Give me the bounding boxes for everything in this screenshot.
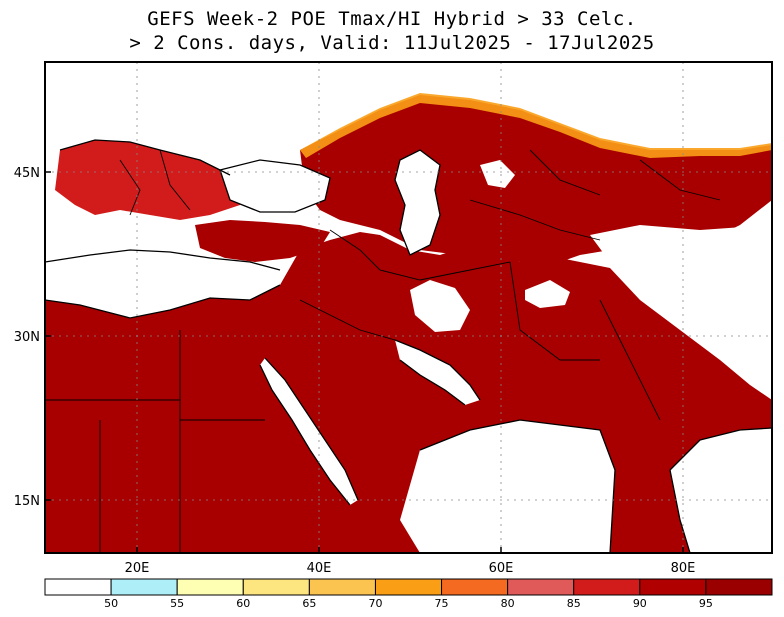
colorbar-label: 65 xyxy=(302,597,316,610)
y-tick-label: 30N xyxy=(14,330,40,345)
colorbar-swatch xyxy=(110,578,178,596)
persian-gulf xyxy=(395,340,480,405)
mediterranean-sea xyxy=(45,250,280,316)
colorbar-swatch xyxy=(242,578,310,596)
colorbar-swatch xyxy=(507,578,575,596)
probability-field-anatolia xyxy=(195,220,330,262)
x-tick-label: 20E xyxy=(125,561,150,576)
colorbar-swatch xyxy=(441,578,509,596)
x-tick-label: 80E xyxy=(671,561,696,576)
colorbar-label: 70 xyxy=(368,597,382,610)
colorbar-swatch xyxy=(639,578,707,596)
colorbar: 50 55 60 65 70 75 80 85 90 95 xyxy=(44,578,773,610)
colorbar-label: 95 xyxy=(699,597,713,610)
caspian-sea xyxy=(395,150,440,255)
map-frame xyxy=(44,61,773,554)
y-tick-label: 15N xyxy=(14,494,40,509)
colorbar-swatch xyxy=(573,578,641,596)
colorbar-swatch xyxy=(308,578,376,596)
lowprob-patch-iran xyxy=(410,280,470,332)
fringe-north xyxy=(300,93,772,158)
graticule xyxy=(45,62,772,553)
colorbar-swatch xyxy=(705,578,773,596)
colorbar-label: 80 xyxy=(501,597,515,610)
arabian-sea xyxy=(400,420,615,553)
colorbar-label: 50 xyxy=(104,597,118,610)
colorbar-label: 55 xyxy=(170,597,184,610)
colorbar-label: 60 xyxy=(236,597,250,610)
colorbar-swatch xyxy=(44,578,112,596)
colorbar-swatch xyxy=(176,578,244,596)
coastlines xyxy=(45,139,772,553)
red-sea xyxy=(260,358,358,505)
colorbar-label: 75 xyxy=(435,597,449,610)
colorbar-swatch xyxy=(374,578,443,596)
lowprob-patch-pakistan xyxy=(525,280,570,308)
map-title-line1: GEFS Week-2 POE Tmax/HI Hybrid > 33 Celc… xyxy=(147,8,637,30)
axis-ticks xyxy=(45,171,684,553)
colorbar-label: 90 xyxy=(633,597,647,610)
colorbar-label: 85 xyxy=(567,597,581,610)
bay-of-bengal xyxy=(670,428,772,553)
map-title-line2: > 2 Cons. days, Valid: 11Jul2025 - 17Jul… xyxy=(129,32,655,54)
y-tick-label: 45N xyxy=(14,166,40,181)
black-sea xyxy=(220,160,330,212)
lowprob-patch-tibet xyxy=(590,225,772,285)
x-tick-label: 40E xyxy=(307,561,332,576)
country-borders xyxy=(45,149,721,553)
x-tick-label: 60E xyxy=(489,561,514,576)
lowprob-patch-kazakh xyxy=(480,160,515,188)
probability-field-balkans xyxy=(55,140,250,220)
map-plot-area xyxy=(45,62,772,553)
